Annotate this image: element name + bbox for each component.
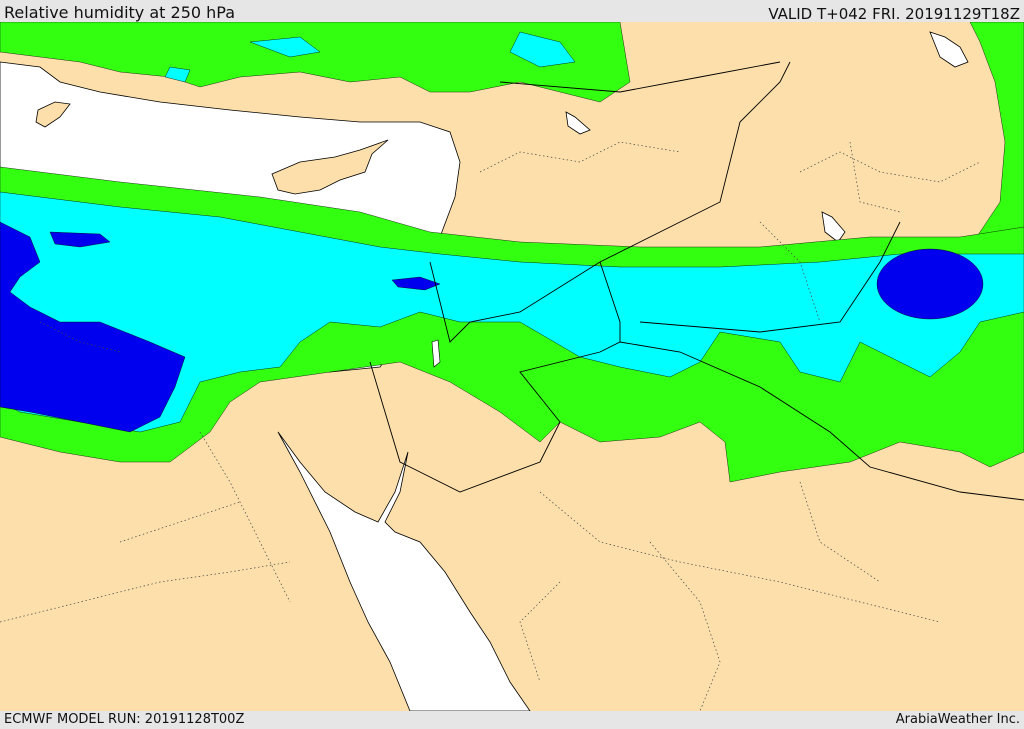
cyprus-island <box>271 139 389 195</box>
crete-island <box>35 101 71 128</box>
credit-label: ArabiaWeather Inc. <box>895 712 1020 727</box>
header-bar <box>0 0 1024 22</box>
map-area <box>0 22 1024 711</box>
country-borders <box>369 61 1024 501</box>
map-svg <box>0 22 1024 711</box>
humidity-high-layer <box>0 221 984 433</box>
footer-bar <box>0 711 1024 729</box>
red-sea <box>277 431 531 711</box>
lake-urmia <box>929 31 969 68</box>
valid-time: VALID T+042 FRI. 20191129T18Z <box>768 5 1020 23</box>
lake-east <box>821 211 846 243</box>
province-borders <box>0 141 981 711</box>
model-run-label: ECMWF MODEL RUN: 20191128T00Z <box>4 712 245 727</box>
lake-van <box>565 111 591 135</box>
map-title: Relative humidity at 250 hPa <box>4 3 236 22</box>
dead-sea <box>431 339 441 368</box>
humidity-mid-layer <box>0 31 1024 433</box>
